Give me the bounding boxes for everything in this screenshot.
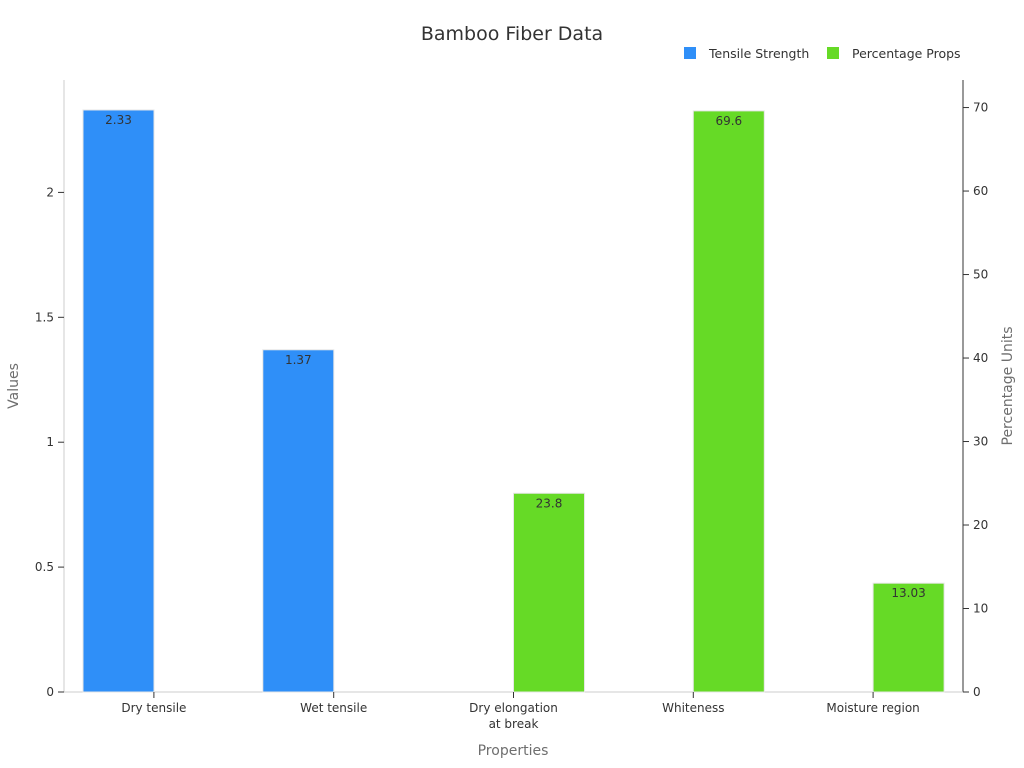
left-tick-label: 0.5 [35,560,54,574]
bar-data-label: 13.03 [891,586,925,600]
x-category-label: Moisture region [826,701,919,715]
x-category-label: Whiteness [662,701,724,715]
legend-label-percentage-props: Percentage Props [852,46,961,61]
bars: 2.33 1.37 23.8 69.6 13.03 [82,109,945,693]
right-tick-label: 20 [973,518,988,532]
left-tick-label: 2 [46,185,54,199]
left-tick-label: 1 [46,435,54,449]
left-tick-label: 1.5 [35,310,54,324]
x-category-label: Dry tensile [121,701,186,715]
right-tick-label: 70 [973,101,988,115]
legend-label-tensile-strength: Tensile Strength [708,46,809,61]
chart-title: Bamboo Fiber Data [421,23,603,45]
right-tick-label: 60 [973,184,988,198]
bar-data-label: 69.6 [715,114,742,128]
right-tick-label: 0 [973,685,981,699]
bar-percentage-props [692,110,765,693]
x-category-label: Dry elongation at break [469,701,558,731]
bar-data-label: 23.8 [536,496,563,510]
x-axis-title: Properties [478,743,549,759]
legend-swatch-tensile-strength [684,47,696,59]
bar-data-label: 2.33 [105,113,132,127]
bar-data-label: 1.37 [285,353,312,367]
x-category-labels: Dry tensile Wet tensile Dry elongation at b… [121,692,920,731]
bar-percentage-props [872,582,945,693]
right-tick-label: 50 [973,268,988,282]
right-tick-label: 30 [973,435,988,449]
bar-tensile-strength [262,349,335,693]
right-tick-label: 10 [973,602,988,616]
y-axis-right-title: Percentage Units [1000,327,1016,446]
bar-tensile-strength [82,109,155,693]
bar-percentage-props [513,492,585,693]
right-y-ticks: 0 10 20 30 40 50 60 70 [963,101,988,699]
x-category-label: Wet tensile [300,701,367,715]
legend-swatch-percentage-props [827,47,839,59]
legend: Tensile Strength Percentage Props [684,46,961,61]
left-y-ticks: 0 0.5 1 1.5 2 [35,185,64,699]
y-axis-title: Values [6,363,22,409]
left-tick-label: 0 [46,685,54,699]
right-tick-label: 40 [973,351,988,365]
